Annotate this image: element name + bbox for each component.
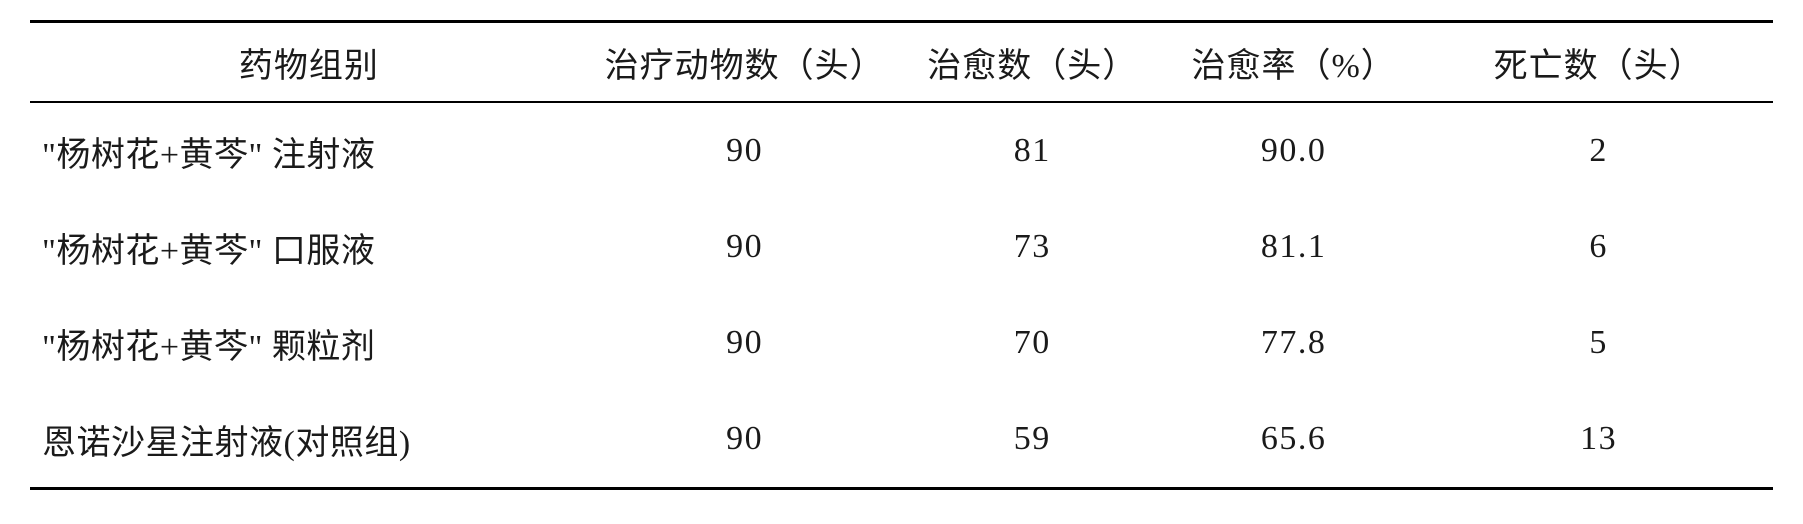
efficacy-table: 药物组别 治疗动物数（头） 治愈数（头） 治愈率（%） 死亡数（头） "杨树花+… — [30, 20, 1773, 490]
table-row: "杨树花+黄芩" 注射液 90 81 90.0 2 — [30, 102, 1773, 199]
table-row: "杨树花+黄芩" 颗粒剂 90 70 77.8 5 — [30, 295, 1773, 391]
cell-dead: 5 — [1424, 295, 1773, 391]
cell-treated: 90 — [588, 102, 902, 199]
data-table-container: 药物组别 治疗动物数（头） 治愈数（头） 治愈率（%） 死亡数（头） "杨树花+… — [0, 0, 1803, 524]
cell-dead: 13 — [1424, 391, 1773, 489]
cell-cured: 73 — [901, 199, 1162, 295]
cell-cured: 81 — [901, 102, 1162, 199]
col-header-group: 药物组别 — [30, 22, 588, 103]
cell-rate: 81.1 — [1163, 199, 1424, 295]
col-header-cured: 治愈数（头） — [901, 22, 1162, 103]
cell-group-label: "杨树花+黄芩" 注射液 — [30, 102, 588, 199]
cell-rate: 77.8 — [1163, 295, 1424, 391]
cell-dead: 6 — [1424, 199, 1773, 295]
cell-treated: 90 — [588, 295, 902, 391]
cell-rate: 65.6 — [1163, 391, 1424, 489]
col-header-rate: 治愈率（%） — [1163, 22, 1424, 103]
cell-treated: 90 — [588, 199, 902, 295]
table-row: "杨树花+黄芩" 口服液 90 73 81.1 6 — [30, 199, 1773, 295]
cell-group-label: "杨树花+黄芩" 口服液 — [30, 199, 588, 295]
col-header-treated: 治疗动物数（头） — [588, 22, 902, 103]
cell-group-label: 恩诺沙星注射液(对照组) — [30, 391, 588, 489]
cell-cured: 70 — [901, 295, 1162, 391]
cell-dead: 2 — [1424, 102, 1773, 199]
cell-cured: 59 — [901, 391, 1162, 489]
table-header-row: 药物组别 治疗动物数（头） 治愈数（头） 治愈率（%） 死亡数（头） — [30, 22, 1773, 103]
table-row: 恩诺沙星注射液(对照组) 90 59 65.6 13 — [30, 391, 1773, 489]
cell-treated: 90 — [588, 391, 902, 489]
cell-group-label: "杨树花+黄芩" 颗粒剂 — [30, 295, 588, 391]
cell-rate: 90.0 — [1163, 102, 1424, 199]
col-header-dead: 死亡数（头） — [1424, 22, 1773, 103]
